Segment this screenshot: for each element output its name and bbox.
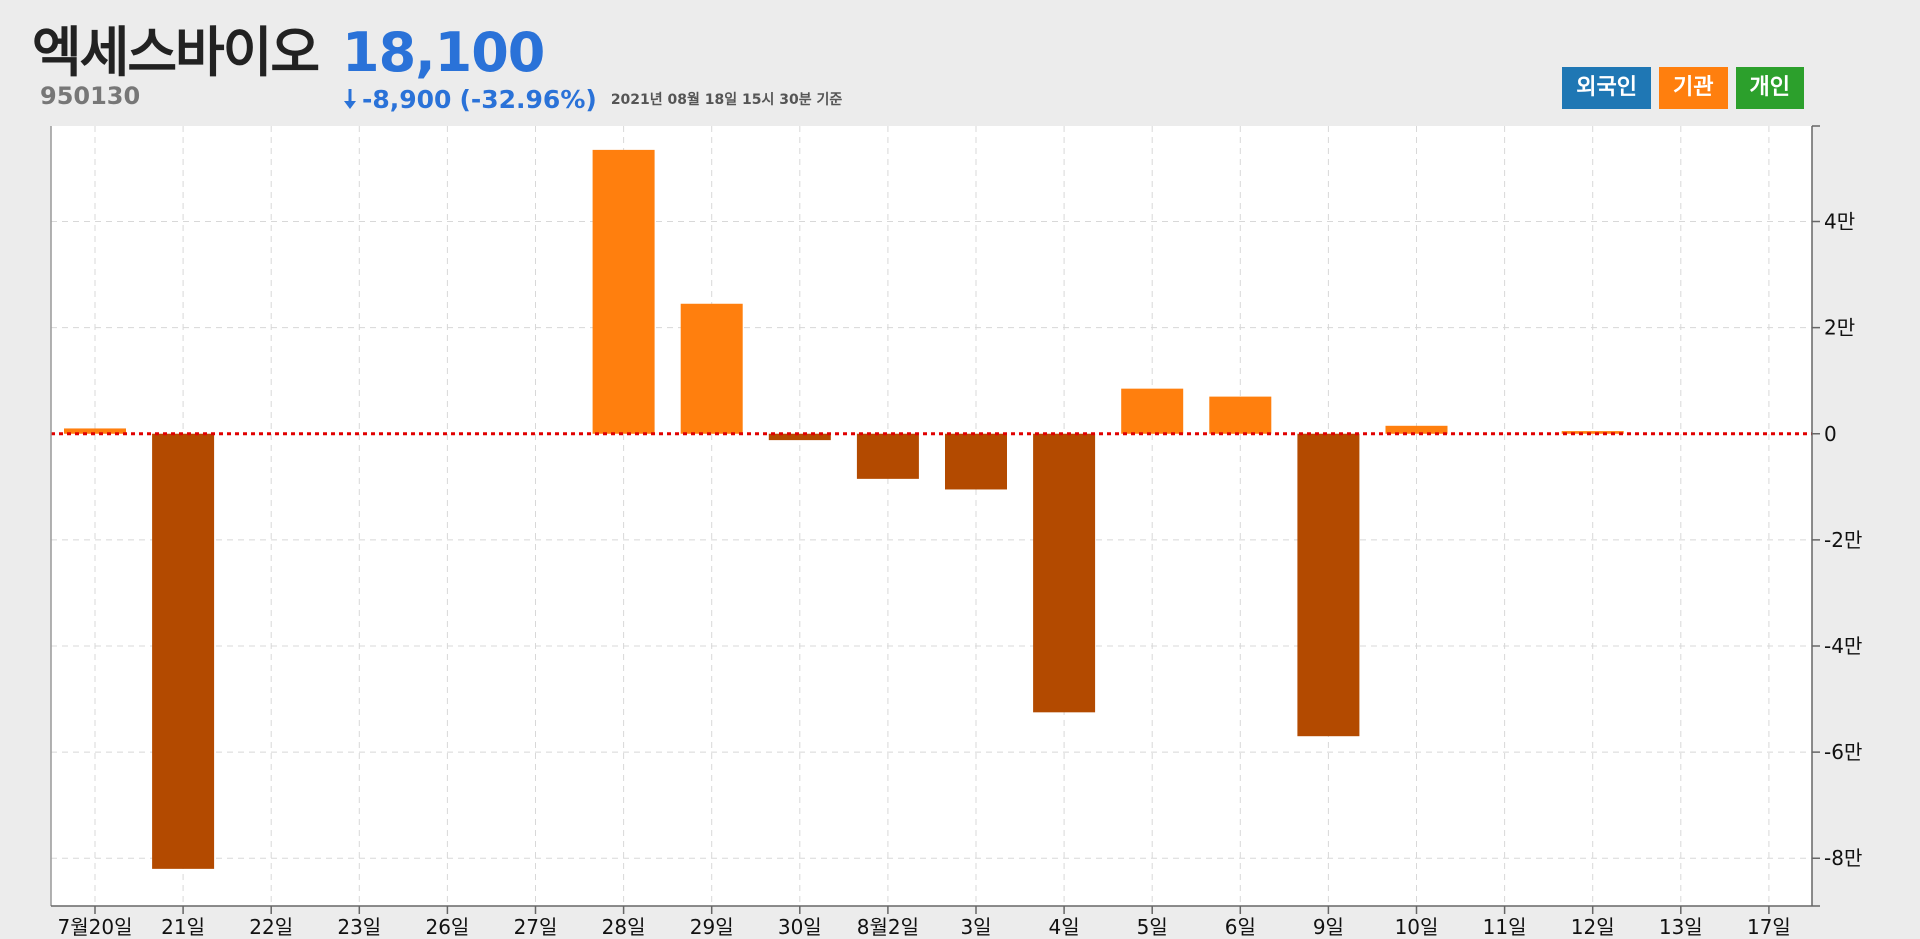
x-tick-label: 23일 [337,915,381,939]
x-tick-label: 12일 [1571,915,1615,939]
y-tick-label: 4만 [1824,210,1855,234]
legend-foreign-button[interactable]: 외국인 [1562,67,1652,109]
bar [945,433,1007,490]
y-tick-label: -8만 [1824,846,1862,870]
bar [1297,433,1360,737]
x-tick-label: 28일 [602,915,646,939]
x-tick-label: 22일 [249,915,293,939]
price-change-percent: (-32.96%) [459,84,597,114]
as-of-timestamp: 2021년 08월 18일 15시 30분 기준 [610,92,843,108]
price-change-row: -8,900 (-32.96%) 2021년 08월 18일 15시 30분 기… [342,84,842,114]
bar [856,433,919,479]
x-tick-label: 27일 [514,915,558,939]
investor-legend: 외국인 기관 개인 [1562,67,1804,109]
x-tick-label: 6일 [1225,915,1256,939]
bar [1561,431,1624,434]
x-tick-label: 29일 [690,915,734,939]
bar [64,428,126,434]
plot-area [51,126,1812,906]
legend-individual-button[interactable]: 개인 [1735,67,1804,109]
bar [592,149,655,434]
bar [1385,425,1448,434]
arrow-down-icon [344,89,356,109]
x-tick-label: 21일 [161,915,205,939]
bar [768,433,831,441]
x-tick-label: 8월2일 [857,915,919,939]
current-price: 18,100 [342,21,545,84]
y-tick-label: -2만 [1824,528,1862,552]
x-tick-label: 3일 [960,915,991,939]
x-tick-label: 7월20일 [58,915,133,939]
y-tick-label: -4만 [1824,634,1862,658]
x-tick-label: 9일 [1313,915,1344,939]
y-tick-label: 2만 [1824,316,1855,340]
legend-institution-button[interactable]: 기관 [1659,67,1728,109]
x-tick-label: 13일 [1659,915,1703,939]
stock-name: 엑세스바이오 [32,21,320,84]
bar [152,433,215,869]
bar [1209,396,1272,434]
stock-code: 950130 [40,82,141,110]
x-tick-label: 17일 [1747,915,1791,939]
y-tick-label: 0 [1824,422,1837,446]
bar [680,303,743,434]
y-tick-label: -6만 [1824,740,1862,764]
x-tick-label: 11일 [1483,915,1527,939]
x-tick-label: 30일 [778,915,822,939]
bar [1033,433,1096,713]
price-change: -8,900 [362,84,452,114]
x-tick-label: 10일 [1395,915,1439,939]
x-tick-label: 5일 [1137,915,1168,939]
x-tick-label: 26일 [425,915,469,939]
bar [1121,388,1184,434]
x-tick-label: 4일 [1049,915,1080,939]
